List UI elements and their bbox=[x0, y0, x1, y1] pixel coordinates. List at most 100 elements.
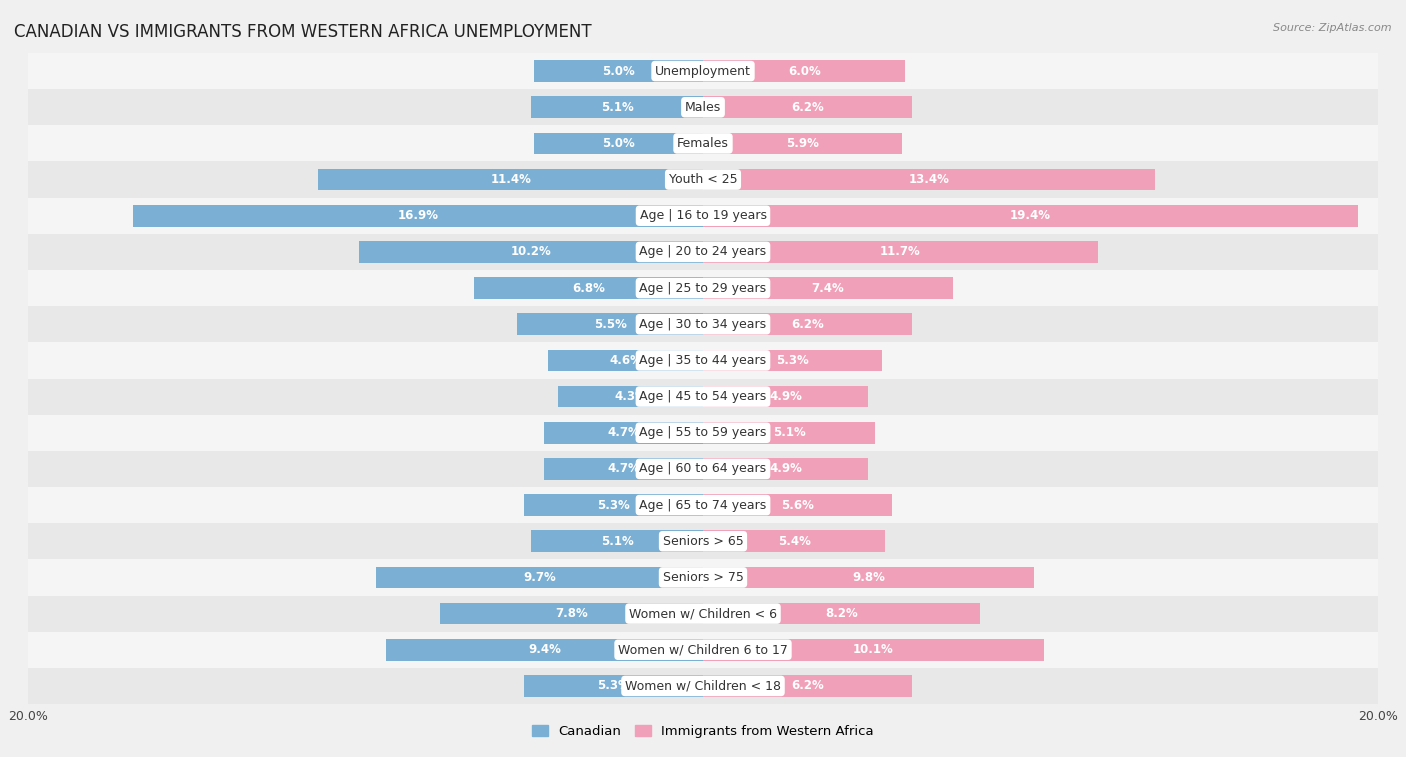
Text: 5.1%: 5.1% bbox=[773, 426, 806, 439]
Text: Age | 35 to 44 years: Age | 35 to 44 years bbox=[640, 354, 766, 367]
Bar bbox=[28, 668, 1378, 704]
Text: 8.2%: 8.2% bbox=[825, 607, 858, 620]
Text: 6.0%: 6.0% bbox=[787, 64, 821, 77]
Bar bbox=[703, 639, 1043, 661]
Text: Source: ZipAtlas.com: Source: ZipAtlas.com bbox=[1274, 23, 1392, 33]
Text: 13.4%: 13.4% bbox=[908, 173, 949, 186]
Text: 9.4%: 9.4% bbox=[529, 643, 561, 656]
Bar bbox=[703, 132, 903, 154]
Text: 5.1%: 5.1% bbox=[600, 534, 633, 548]
Bar bbox=[28, 198, 1378, 234]
Bar bbox=[385, 639, 703, 661]
Text: 5.6%: 5.6% bbox=[782, 499, 814, 512]
Bar bbox=[703, 566, 1033, 588]
Bar bbox=[132, 205, 703, 226]
Bar bbox=[548, 350, 703, 371]
Text: Unemployment: Unemployment bbox=[655, 64, 751, 77]
Bar bbox=[703, 313, 912, 335]
Text: Age | 60 to 64 years: Age | 60 to 64 years bbox=[640, 463, 766, 475]
Bar bbox=[703, 61, 905, 82]
Text: 5.4%: 5.4% bbox=[778, 534, 810, 548]
Text: 5.3%: 5.3% bbox=[776, 354, 808, 367]
Text: 6.2%: 6.2% bbox=[792, 318, 824, 331]
Text: 4.3%: 4.3% bbox=[614, 390, 647, 403]
Text: 4.6%: 4.6% bbox=[609, 354, 641, 367]
Text: 4.7%: 4.7% bbox=[607, 463, 640, 475]
Text: 5.0%: 5.0% bbox=[602, 137, 636, 150]
Bar bbox=[703, 96, 912, 118]
Bar bbox=[28, 596, 1378, 631]
Bar bbox=[703, 675, 912, 696]
Bar bbox=[28, 342, 1378, 378]
Bar bbox=[703, 386, 869, 407]
Bar bbox=[703, 422, 875, 444]
Bar bbox=[28, 378, 1378, 415]
Text: 19.4%: 19.4% bbox=[1010, 209, 1050, 223]
Bar bbox=[28, 523, 1378, 559]
Bar bbox=[440, 603, 703, 625]
Bar bbox=[703, 494, 891, 516]
Bar bbox=[524, 675, 703, 696]
Bar bbox=[544, 422, 703, 444]
Text: 7.4%: 7.4% bbox=[811, 282, 844, 294]
Text: 5.5%: 5.5% bbox=[593, 318, 627, 331]
Bar bbox=[28, 306, 1378, 342]
Bar bbox=[558, 386, 703, 407]
Bar bbox=[28, 89, 1378, 126]
Bar bbox=[531, 96, 703, 118]
Bar bbox=[517, 313, 703, 335]
Text: Youth < 25: Youth < 25 bbox=[669, 173, 737, 186]
Text: Seniors > 65: Seniors > 65 bbox=[662, 534, 744, 548]
Text: Age | 65 to 74 years: Age | 65 to 74 years bbox=[640, 499, 766, 512]
Bar bbox=[375, 566, 703, 588]
Bar bbox=[28, 631, 1378, 668]
Text: Age | 45 to 54 years: Age | 45 to 54 years bbox=[640, 390, 766, 403]
Text: CANADIAN VS IMMIGRANTS FROM WESTERN AFRICA UNEMPLOYMENT: CANADIAN VS IMMIGRANTS FROM WESTERN AFRI… bbox=[14, 23, 592, 41]
Bar bbox=[703, 241, 1098, 263]
Bar bbox=[703, 205, 1358, 226]
Bar bbox=[474, 277, 703, 299]
Text: Age | 30 to 34 years: Age | 30 to 34 years bbox=[640, 318, 766, 331]
Bar bbox=[544, 458, 703, 480]
Text: 6.8%: 6.8% bbox=[572, 282, 605, 294]
Text: 4.7%: 4.7% bbox=[607, 426, 640, 439]
Text: 5.3%: 5.3% bbox=[598, 499, 630, 512]
Bar bbox=[28, 270, 1378, 306]
Text: 5.9%: 5.9% bbox=[786, 137, 818, 150]
Bar bbox=[703, 277, 953, 299]
Bar bbox=[534, 132, 703, 154]
Bar bbox=[28, 451, 1378, 487]
Bar bbox=[28, 487, 1378, 523]
Text: 5.1%: 5.1% bbox=[600, 101, 633, 114]
Bar bbox=[28, 234, 1378, 270]
Text: Women w/ Children 6 to 17: Women w/ Children 6 to 17 bbox=[619, 643, 787, 656]
Text: 4.9%: 4.9% bbox=[769, 390, 801, 403]
Text: 5.0%: 5.0% bbox=[602, 64, 636, 77]
Bar bbox=[28, 415, 1378, 451]
Legend: Canadian, Immigrants from Western Africa: Canadian, Immigrants from Western Africa bbox=[527, 719, 879, 743]
Bar bbox=[703, 350, 882, 371]
Text: Women w/ Children < 18: Women w/ Children < 18 bbox=[626, 680, 780, 693]
Bar bbox=[28, 161, 1378, 198]
Text: 16.9%: 16.9% bbox=[398, 209, 439, 223]
Text: 11.7%: 11.7% bbox=[880, 245, 921, 258]
Text: 9.8%: 9.8% bbox=[852, 571, 884, 584]
Bar bbox=[28, 126, 1378, 161]
Text: Age | 55 to 59 years: Age | 55 to 59 years bbox=[640, 426, 766, 439]
Bar bbox=[524, 494, 703, 516]
Bar bbox=[359, 241, 703, 263]
Text: 11.4%: 11.4% bbox=[491, 173, 531, 186]
Text: Males: Males bbox=[685, 101, 721, 114]
Bar bbox=[318, 169, 703, 191]
Text: 5.3%: 5.3% bbox=[598, 680, 630, 693]
Text: Age | 25 to 29 years: Age | 25 to 29 years bbox=[640, 282, 766, 294]
Text: Seniors > 75: Seniors > 75 bbox=[662, 571, 744, 584]
Bar bbox=[531, 531, 703, 552]
Bar bbox=[703, 458, 869, 480]
Text: 10.1%: 10.1% bbox=[853, 643, 894, 656]
Text: 7.8%: 7.8% bbox=[555, 607, 588, 620]
Bar bbox=[28, 559, 1378, 596]
Bar bbox=[534, 61, 703, 82]
Text: 9.7%: 9.7% bbox=[523, 571, 555, 584]
Bar bbox=[28, 53, 1378, 89]
